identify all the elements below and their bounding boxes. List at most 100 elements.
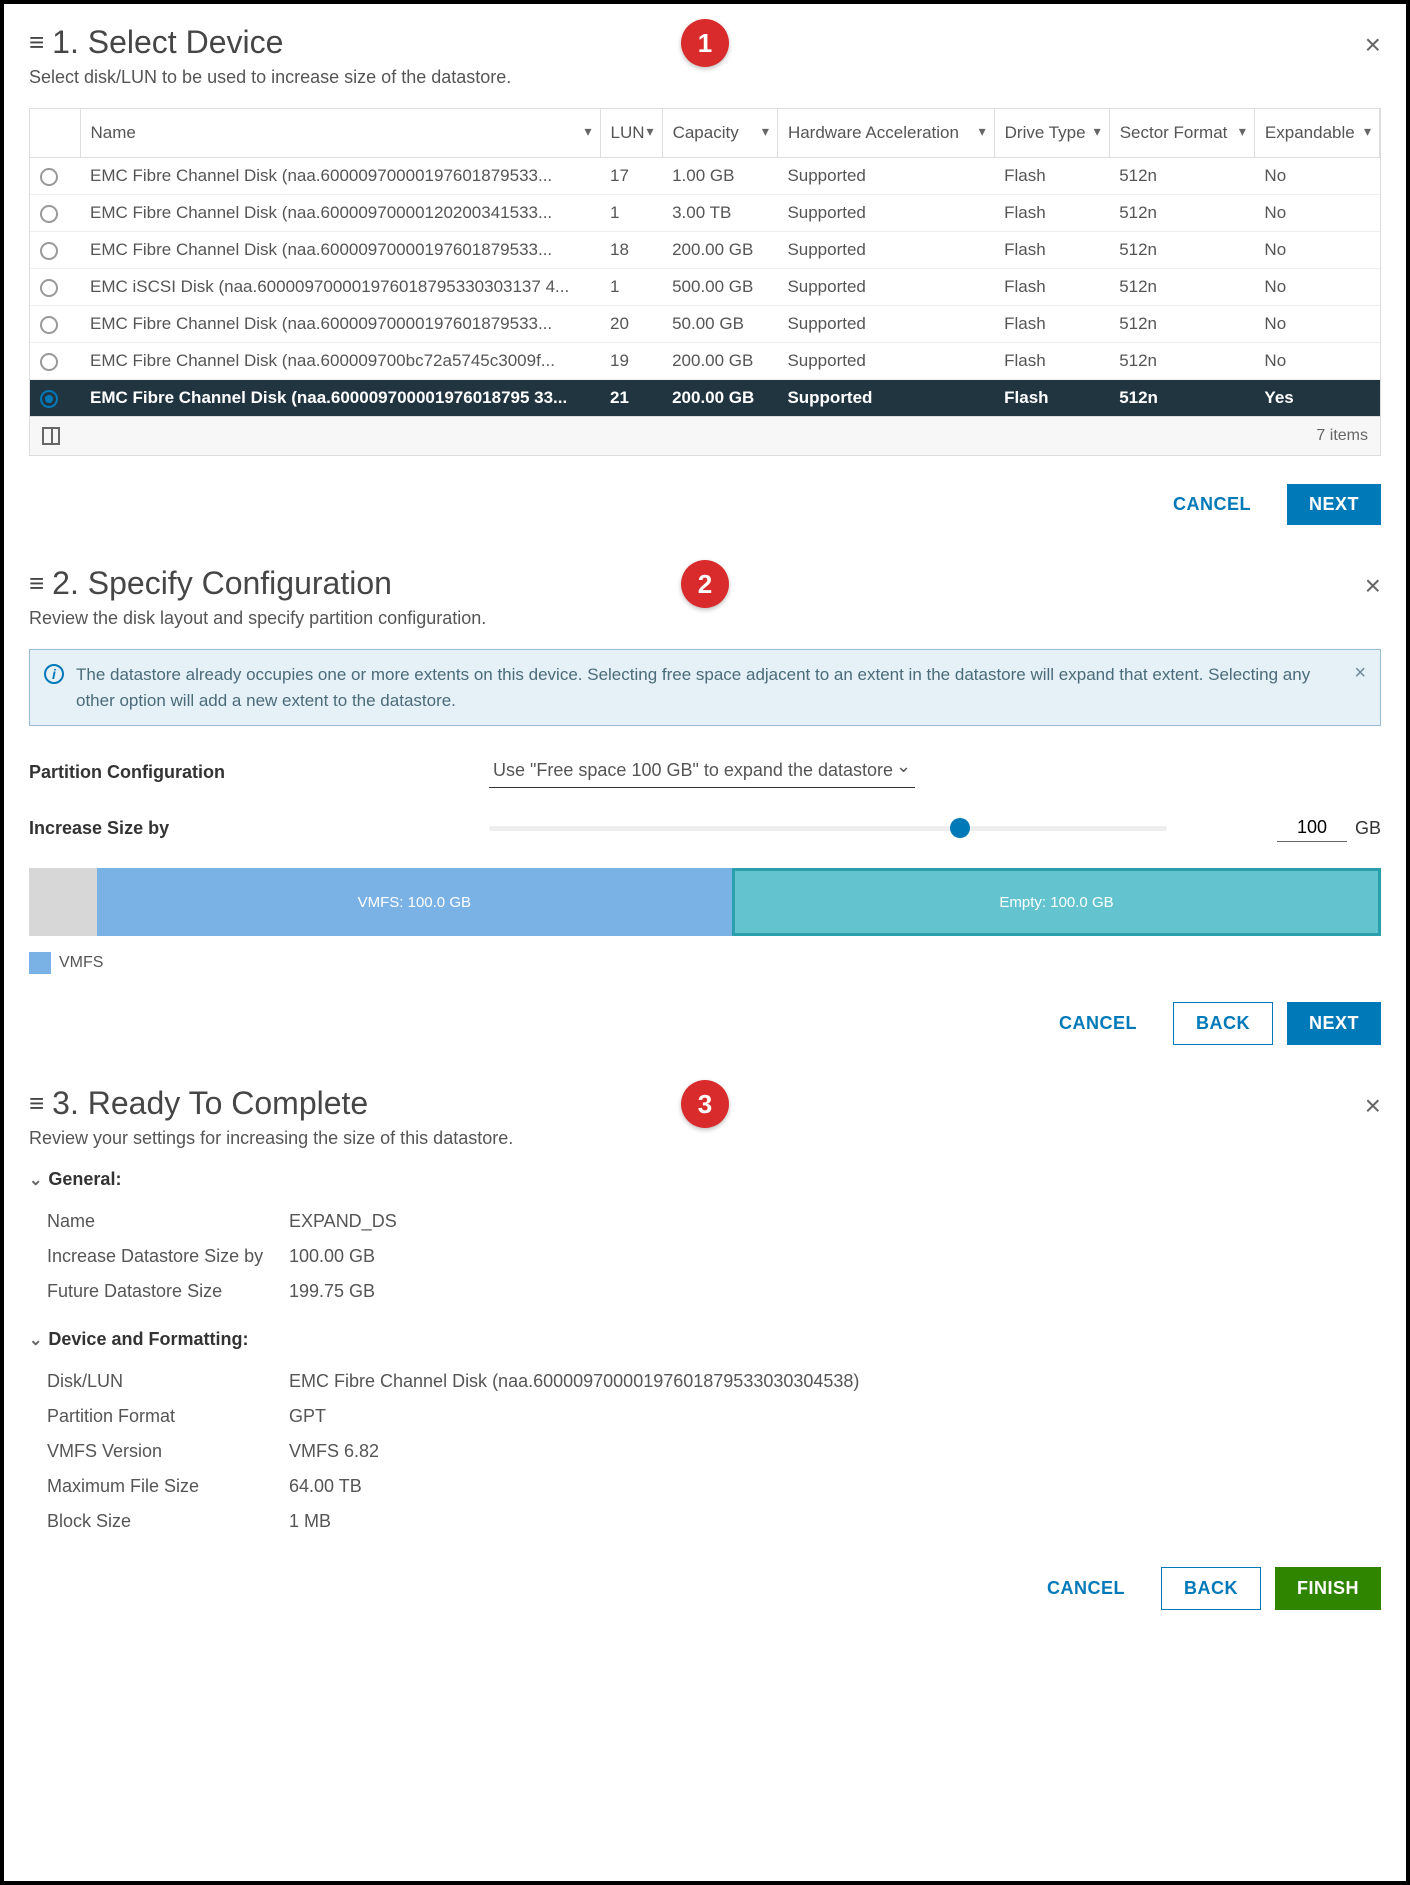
- table-row[interactable]: EMC Fibre Channel Disk (naa.600009700001…: [30, 306, 1380, 343]
- step-subtitle: Review the disk layout and specify parti…: [29, 608, 1381, 629]
- info-icon: i: [44, 664, 64, 684]
- menu-icon[interactable]: ≡: [29, 568, 44, 599]
- cancel-button[interactable]: CANCEL: [1151, 484, 1273, 525]
- table-row[interactable]: EMC iSCSI Disk (naa.60000970000197601879…: [30, 269, 1380, 306]
- cell: 200.00 GB: [662, 380, 777, 417]
- cell: 512n: [1109, 158, 1254, 195]
- table-row[interactable]: EMC Fibre Channel Disk (naa.600009700001…: [30, 158, 1380, 195]
- filter-icon[interactable]: ▾: [762, 123, 769, 140]
- summary-value: 1 MB: [289, 1511, 1381, 1532]
- cell: Supported: [777, 158, 994, 195]
- summary-value: VMFS 6.82: [289, 1441, 1381, 1462]
- cell: Yes: [1254, 380, 1379, 417]
- increase-size-input[interactable]: [1277, 814, 1347, 842]
- radio-button[interactable]: [40, 279, 58, 297]
- cell: 512n: [1109, 306, 1254, 343]
- close-icon[interactable]: ×: [1365, 1090, 1381, 1122]
- column-header[interactable]: LUN▾: [600, 109, 662, 158]
- radio-button[interactable]: [40, 390, 58, 408]
- summary-key: Increase Datastore Size by: [29, 1246, 289, 1267]
- next-button[interactable]: NEXT: [1287, 1002, 1381, 1045]
- general-section-heading[interactable]: ⌄ General:: [29, 1169, 1381, 1190]
- cell: Supported: [777, 269, 994, 306]
- device-section-heading[interactable]: ⌄ Device and Formatting:: [29, 1329, 1381, 1350]
- radio-button[interactable]: [40, 353, 58, 371]
- next-button[interactable]: NEXT: [1287, 484, 1381, 525]
- summary-row: NameEXPAND_DS: [29, 1204, 1381, 1239]
- cell: EMC Fibre Channel Disk (naa.600009700bc7…: [80, 343, 600, 380]
- cell: 512n: [1109, 195, 1254, 232]
- menu-icon[interactable]: ≡: [29, 1088, 44, 1119]
- column-header[interactable]: Sector Format▾: [1109, 109, 1254, 158]
- back-button[interactable]: BACK: [1173, 1002, 1273, 1045]
- cell: No: [1254, 269, 1379, 306]
- cell: Flash: [994, 343, 1109, 380]
- filter-icon[interactable]: ▾: [1364, 123, 1371, 140]
- partition-config-dropdown[interactable]: Use "Free space 100 GB" to expand the da…: [489, 756, 915, 788]
- cell: No: [1254, 158, 1379, 195]
- cell: No: [1254, 306, 1379, 343]
- cell: Flash: [994, 158, 1109, 195]
- step-subtitle: Review your settings for increasing the …: [29, 1128, 1381, 1149]
- slider-thumb[interactable]: [950, 818, 970, 838]
- close-icon[interactable]: ×: [1365, 29, 1381, 61]
- filter-icon[interactable]: ▾: [979, 123, 986, 140]
- cancel-button[interactable]: CANCEL: [1037, 1002, 1159, 1045]
- summary-value: 100.00 GB: [289, 1246, 1381, 1267]
- column-header[interactable]: Capacity▾: [662, 109, 777, 158]
- increase-size-slider[interactable]: [489, 826, 1167, 831]
- increase-size-unit: GB: [1355, 818, 1381, 839]
- summary-value: GPT: [289, 1406, 1381, 1427]
- table-row[interactable]: EMC Fibre Channel Disk (naa.600009700001…: [30, 380, 1380, 417]
- filter-icon[interactable]: ▾: [584, 123, 591, 140]
- cell: Flash: [994, 232, 1109, 269]
- cell: EMC iSCSI Disk (naa.60000970000197601879…: [80, 269, 600, 306]
- table-row[interactable]: EMC Fibre Channel Disk (naa.600009700001…: [30, 195, 1380, 232]
- step-subtitle: Select disk/LUN to be used to increase s…: [29, 67, 1381, 88]
- radio-button[interactable]: [40, 205, 58, 223]
- filter-icon[interactable]: ▾: [647, 123, 654, 140]
- cell: Supported: [777, 306, 994, 343]
- column-header[interactable]: Expandable▾: [1254, 109, 1379, 158]
- close-icon[interactable]: ×: [1365, 570, 1381, 602]
- menu-icon[interactable]: ≡: [29, 27, 44, 58]
- cell: 512n: [1109, 269, 1254, 306]
- cell: 17: [600, 158, 662, 195]
- filter-icon[interactable]: ▾: [1094, 123, 1101, 140]
- callout-badge-3: 3: [681, 1080, 729, 1128]
- info-text: The datastore already occupies one or mo…: [76, 662, 1342, 713]
- legend-label: VMFS: [59, 954, 103, 972]
- cell: 18: [600, 232, 662, 269]
- chevron-down-icon: ⌄: [29, 1170, 42, 1190]
- column-header[interactable]: Drive Type▾: [994, 109, 1109, 158]
- step-2-specify-configuration: 2 × ≡ 2. Specify Configuration Review th…: [29, 565, 1381, 1045]
- dismiss-info-icon[interactable]: ×: [1354, 662, 1366, 685]
- cell: 19: [600, 343, 662, 380]
- summary-value: 199.75 GB: [289, 1281, 1381, 1302]
- summary-key: Maximum File Size: [29, 1476, 289, 1497]
- chevron-down-icon: ⌄: [29, 1330, 42, 1350]
- radio-button[interactable]: [40, 242, 58, 260]
- summary-key: Partition Format: [29, 1406, 289, 1427]
- radio-button[interactable]: [40, 168, 58, 186]
- summary-value: EXPAND_DS: [289, 1211, 1381, 1232]
- step-title: 2. Specify Configuration: [52, 565, 392, 602]
- summary-row: Maximum File Size64.00 TB: [29, 1469, 1381, 1504]
- table-row[interactable]: EMC Fibre Channel Disk (naa.600009700001…: [30, 232, 1380, 269]
- table-row[interactable]: EMC Fibre Channel Disk (naa.600009700bc7…: [30, 343, 1380, 380]
- summary-row: Disk/LUNEMC Fibre Channel Disk (naa.6000…: [29, 1364, 1381, 1399]
- step-1-select-device: 1 × ≡ 1. Select Device Select disk/LUN t…: [29, 24, 1381, 525]
- back-button[interactable]: BACK: [1161, 1567, 1261, 1610]
- cancel-button[interactable]: CANCEL: [1025, 1567, 1147, 1610]
- items-count: 7 items: [1316, 427, 1368, 445]
- cell: EMC Fibre Channel Disk (naa.600009700001…: [80, 232, 600, 269]
- column-picker-icon[interactable]: [42, 427, 60, 445]
- radio-button[interactable]: [40, 316, 58, 334]
- summary-row: Future Datastore Size199.75 GB: [29, 1274, 1381, 1309]
- column-header[interactable]: Name▾: [80, 109, 600, 158]
- finish-button[interactable]: FINISH: [1275, 1567, 1381, 1610]
- column-header[interactable]: Hardware Acceleration▾: [777, 109, 994, 158]
- cell: 512n: [1109, 232, 1254, 269]
- summary-value: EMC Fibre Channel Disk (naa.600009700001…: [289, 1371, 1381, 1392]
- filter-icon[interactable]: ▾: [1239, 123, 1246, 140]
